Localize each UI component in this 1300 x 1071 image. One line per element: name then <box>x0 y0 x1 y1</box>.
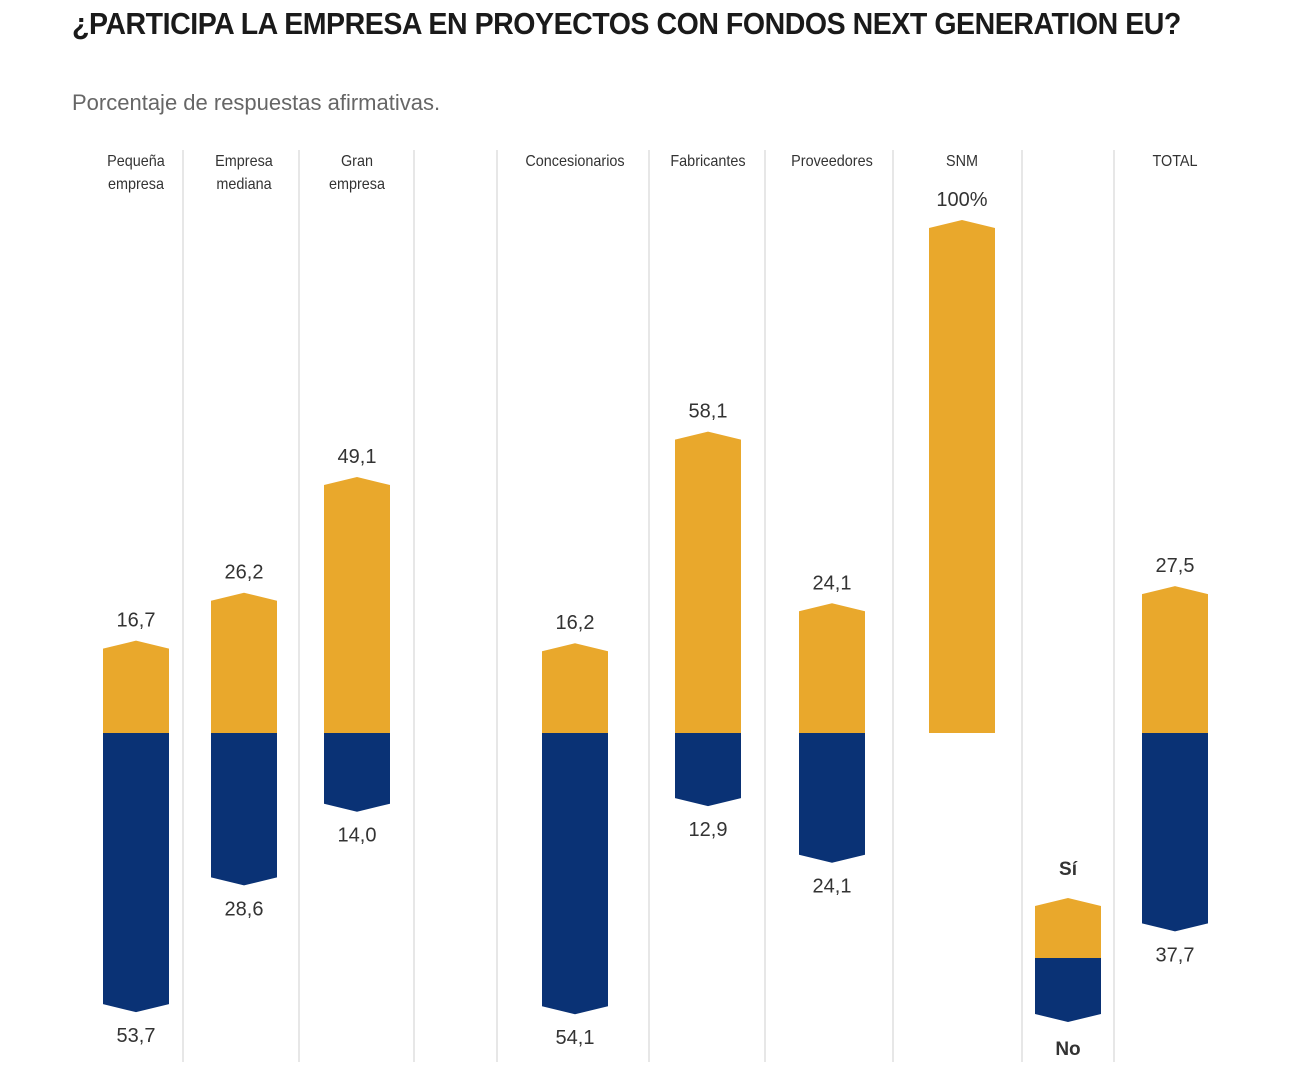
bar-no <box>675 733 741 807</box>
bar-yes <box>1142 586 1208 733</box>
value-label-no: 12,9 <box>689 819 728 841</box>
value-label-yes: 26,2 <box>225 562 264 584</box>
value-label-yes: 49,1 <box>338 446 377 468</box>
legend-no-label: No <box>1055 1039 1080 1060</box>
legend-yes-label: Sí <box>1059 859 1078 880</box>
bar-no <box>1142 733 1208 932</box>
bar-no <box>542 733 608 1015</box>
chart-title: ¿PARTICIPA LA EMPRESA EN PROYECTOS CON F… <box>72 6 1181 41</box>
category-label: Gran <box>341 152 373 170</box>
legend-yes-swatch <box>1035 898 1101 958</box>
value-label-yes: 27,5 <box>1156 555 1195 577</box>
value-label-yes: 16,7 <box>117 610 156 632</box>
category-label: Concesionarios <box>525 152 625 170</box>
bar-no <box>103 733 169 1013</box>
value-label-yes: 58,1 <box>689 401 728 423</box>
value-label-no: 28,6 <box>225 898 264 920</box>
value-label-yes: 24,1 <box>813 572 852 594</box>
legend-no-swatch <box>1035 958 1101 1022</box>
category-label: Proveedores <box>791 152 873 170</box>
bar-no <box>799 733 865 863</box>
value-label-yes: 16,2 <box>556 612 595 634</box>
value-label-no: 24,1 <box>813 876 852 898</box>
chart-subtitle: Porcentaje de respuestas afirmativas. <box>72 90 441 115</box>
bar-yes <box>799 603 865 733</box>
value-label-yes: 100% <box>936 189 987 211</box>
category-label: Fabricantes <box>670 152 746 170</box>
bar-yes <box>324 477 390 733</box>
bar-no <box>324 733 390 812</box>
bar-yes <box>103 640 169 733</box>
category-label: empresa <box>329 175 386 193</box>
category-label: empresa <box>108 175 165 193</box>
value-label-no: 53,7 <box>117 1025 156 1047</box>
category-label: TOTAL <box>1152 152 1197 170</box>
bar-no <box>211 733 277 886</box>
bar-yes <box>675 431 741 733</box>
category-label: Empresa <box>215 152 273 170</box>
value-label-no: 14,0 <box>338 825 377 847</box>
category-label: mediana <box>216 175 272 193</box>
value-label-no: 37,7 <box>1156 944 1195 966</box>
bar-yes <box>211 592 277 733</box>
category-label: Pequeña <box>107 152 165 170</box>
bar-yes <box>542 643 608 733</box>
value-label-no: 54,1 <box>556 1027 595 1049</box>
bar-yes <box>929 220 995 733</box>
category-label: SNM <box>946 152 978 170</box>
